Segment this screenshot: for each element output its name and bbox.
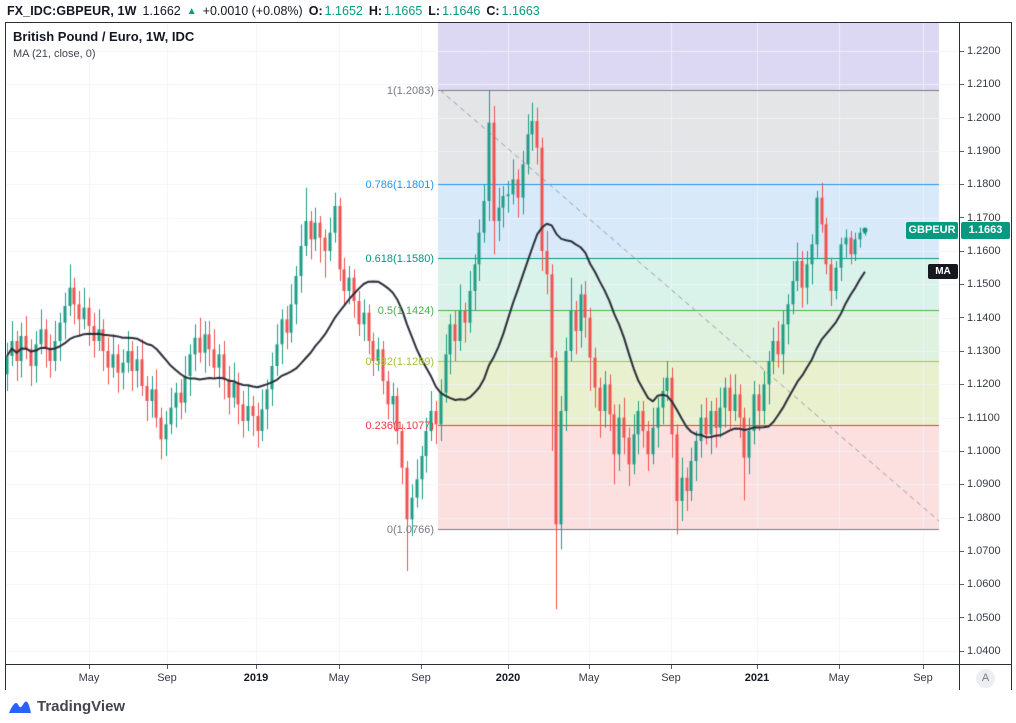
time-tick-label: 2021: [744, 672, 770, 684]
price-tick-label: 1.2100: [960, 78, 1001, 90]
price-tick-label: 1.2000: [960, 112, 1001, 124]
price-tick-label: 1.1900: [960, 145, 1001, 157]
symbol-info-bar: FX_IDC:GBPEUR, 1W 1.1662 ▲ +0.0010 (+0.0…: [0, 0, 1016, 22]
change-up-arrow-icon: ▲: [186, 5, 197, 17]
axis-corner: A: [959, 664, 1011, 691]
price-tick-label: 1.1800: [960, 178, 1001, 190]
time-tick-label: Sep: [157, 672, 177, 684]
plot-canvas[interactable]: [6, 23, 959, 664]
change-value: +0.0010 (+0.08%): [202, 4, 303, 18]
time-tick-mark: [757, 665, 758, 669]
chart-frame: British Pound / Euro, 1W, IDC MA (21, cl…: [5, 22, 1012, 692]
low-label: L:: [428, 4, 441, 18]
price-tick-label: 1.1300: [960, 345, 1001, 357]
legend-ma[interactable]: MA (21, close, 0): [13, 48, 96, 60]
time-tick-label: May: [78, 672, 100, 684]
symbol-name[interactable]: FX_IDC:GBPEUR, 1W: [7, 4, 137, 18]
time-tick-mark: [839, 665, 840, 669]
last-price-tag: 1.1663: [961, 221, 1010, 239]
price-tick-label: 1.1500: [960, 278, 1001, 290]
price-tick-label: 1.1600: [960, 245, 1001, 257]
time-tick-mark: [923, 665, 924, 669]
legend-title[interactable]: British Pound / Euro, 1W, IDC: [13, 29, 195, 44]
time-axis[interactable]: May Sep 2019 May Sep 2020 May Sep 2021 May Sep: [6, 664, 959, 691]
price-tick-label: 1.1400: [960, 312, 1001, 324]
high-label: H:: [368, 4, 383, 18]
time-tick-mark: [167, 665, 168, 669]
fib-label-0.786: 0.786(1.1801): [365, 178, 435, 191]
fib-label-0.618: 0.618(1.1580): [365, 252, 435, 265]
tradingview-logo-icon[interactable]: [8, 699, 32, 714]
footer: TradingView: [0, 690, 1016, 723]
time-tick-label: Sep: [913, 672, 933, 684]
time-tick-mark: [671, 665, 672, 669]
price-tick-label: 1.0500: [960, 612, 1001, 624]
tradingview-logo-text[interactable]: TradingView: [37, 698, 126, 715]
ma-tag: MA: [928, 264, 958, 280]
time-tick-label: May: [328, 672, 350, 684]
fib-label-1: 1(1.2083): [386, 84, 434, 97]
time-tick-label: May: [828, 672, 850, 684]
price-tick-label: 1.1700: [960, 212, 1001, 224]
price-tick-label: 1.1200: [960, 378, 1001, 390]
price-tick-label: 1.1100: [960, 412, 1000, 424]
last-price: 1.1662: [142, 4, 181, 18]
price-tick-label: 1.0700: [960, 545, 1001, 557]
time-tick-label: 2019: [243, 672, 269, 684]
close-value: 1.1663: [501, 4, 540, 18]
time-tick-label: Sep: [661, 672, 681, 684]
low-value: 1.1646: [442, 4, 481, 18]
time-tick-mark: [421, 665, 422, 669]
price-tick-label: 1.0900: [960, 478, 1001, 490]
price-tick-label: 1.0600: [960, 578, 1001, 590]
time-tick-label: May: [578, 672, 600, 684]
open-value: 1.1652: [324, 4, 363, 18]
chart-legend: British Pound / Euro, 1W, IDC MA (21, cl…: [13, 29, 194, 60]
open-label: O:: [308, 4, 323, 18]
close-label: C:: [486, 4, 500, 18]
high-value: 1.1665: [384, 4, 423, 18]
price-tick-label: 1.2200: [960, 45, 1001, 57]
fib-label-0.236: 0.236(1.1077): [365, 419, 435, 432]
price-tick-label: 1.0400: [960, 645, 1001, 657]
price-tick-label: 1.1000: [960, 445, 1001, 457]
time-tick-mark: [508, 665, 509, 669]
fib-label-0.5: 0.5(1.1424): [377, 304, 434, 317]
auto-scale-button[interactable]: A: [976, 668, 995, 688]
price-tick-label: 1.0800: [960, 512, 1001, 524]
price-axis[interactable]: 1.1663 1.2200 1.2100 1.2000 1.1900 1.1800 1.1…: [959, 23, 1011, 664]
time-tick-mark: [256, 665, 257, 669]
fib-label-0.382: 0.382(1.1269): [365, 355, 435, 368]
time-tick-label: Sep: [411, 672, 431, 684]
time-tick-label: 2020: [495, 672, 521, 684]
time-tick-mark: [589, 665, 590, 669]
fib-label-0: 0(1.0766): [386, 523, 434, 536]
symbol-price-tag: GBPEUR: [906, 221, 958, 239]
time-tick-mark: [339, 665, 340, 669]
time-tick-mark: [89, 665, 90, 669]
